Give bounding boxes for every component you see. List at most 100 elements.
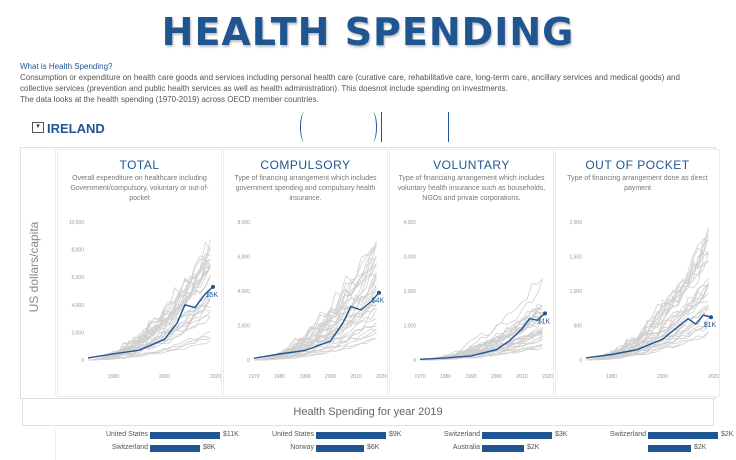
bar[interactable] [648,432,718,439]
y-tick-label: 2,000 [237,324,250,330]
x-tick-label: 1980 [606,374,617,380]
chart-total[interactable]: 0 2,000 4,000 6,000 8,000 10,000 1980 2000 2020 $… [58,150,221,396]
x-tick-label: 2010 [516,374,527,380]
bar-value: $3K [555,431,568,438]
bar-row[interactable]: $2K [555,443,718,453]
x-tick-label: 1980 [274,374,285,380]
background-series-line [98,315,211,360]
y-axis-label: US dollars/capita [27,221,41,313]
background-series-line [259,304,377,361]
background-series-line [596,284,709,360]
bar-country: Australia [452,444,480,451]
background-series-line [92,267,211,361]
panel-out-of-pocket: OUT OF POCKET Type of financing arrangem… [555,149,720,397]
x-tick-label: 2020 [210,374,221,380]
highlight-value-label: $1K [704,322,717,329]
y-tick-label: 1,500 [569,255,582,261]
chart-voluntary[interactable]: 0 1,000 2,000 3,000 4,000 1970 1980 1990 2000 201… [390,150,553,396]
x-tick-label: 1970 [414,374,425,380]
panel-title: TOTAL [119,158,160,172]
bar-value: $8K [203,444,216,451]
y-axis-label-cell [22,149,56,395]
x-tick-label: 2020 [376,374,387,380]
bar[interactable] [150,432,220,439]
panel-description: Overall expenditure on healthcare includ… [70,175,209,202]
background-series-line [87,335,211,361]
divider-line [381,112,382,142]
background-series-line [435,280,543,359]
bottom-left-cell [22,430,56,460]
bar-value: $2K [527,444,540,451]
bar-row[interactable]: Switzerland $2K [555,430,733,440]
toggle-bracket-left [300,112,309,142]
x-tick-label: 1980 [108,374,119,380]
panel-title: VOLUNTARY [433,158,510,172]
panel-title: OUT OF POCKET [585,158,690,172]
y-tick-label: 2,000 [403,289,416,295]
background-series-line [264,280,377,360]
bar-row[interactable]: United States $9K [223,430,401,440]
intro-line-2: collective services (prevention and publ… [20,84,508,93]
panel-description: Type of financiang arrangement which inc… [397,175,546,202]
highlight-end-point [211,284,215,289]
panel-title: COMPULSORY [260,158,351,172]
background-series-line [264,332,377,361]
panel-description: Type of financing arrangement done as di… [567,175,708,192]
y-tick-label: 8,000 [71,248,84,254]
bar-row[interactable]: United States $11K [57,430,239,440]
bar-row[interactable]: Switzerland $8K [57,443,220,453]
panel-total: TOTAL Overall expenditure on healthcare … [57,149,222,397]
bar[interactable] [316,432,386,439]
y-tick-label: 0 [81,358,84,364]
country-filter[interactable]: IRELAND [47,121,105,136]
x-tick-label: 1990 [299,374,310,380]
chart-out-of-pocket[interactable]: 0 500 1,000 1,500 2,000 1980 2000 2020 $1K [556,150,719,396]
bar-row[interactable]: Norway $6K [223,443,386,453]
x-tick-label: 2000 [657,374,668,380]
background-series-line [601,283,709,359]
x-tick-label: 2020 [542,374,553,380]
highlight-series-line [419,312,546,360]
bar[interactable] [482,432,552,439]
x-tick-label: 2000 [159,374,170,380]
x-tick-label: 2020 [708,374,719,380]
bar-country: Switzerland [443,431,480,438]
highlight-value-label: $5K [206,292,219,299]
highlight-series-line [253,292,380,359]
bar-country: United States [105,431,148,438]
y-tick-label: 4,000 [237,289,250,295]
background-series-line [601,236,709,359]
page-title: HEALTH SPENDING [161,10,575,54]
background-series-line [87,263,211,361]
x-tick-label: 1990 [465,374,476,380]
background-series-line [103,340,211,360]
bar[interactable] [482,445,524,452]
divider-line [448,112,449,142]
y-tick-label: 4,000 [403,220,416,226]
background-series-line [264,303,377,361]
bar-country: Switzerland [111,444,148,451]
background-series-line [253,274,377,361]
background-series-line [601,312,709,360]
intro-question: What is Health Spending? [20,62,113,71]
bar-row[interactable]: Switzerland $3K [389,430,567,440]
y-tick-label: 0 [579,358,582,364]
y-tick-label: 0 [413,358,416,364]
x-tick-label: 2010 [350,374,361,380]
x-tick-label: 2000 [491,374,502,380]
bar-country: Switzerland [609,431,646,438]
highlight-series-line [585,314,712,359]
y-tick-label: 0 [247,358,250,364]
bar[interactable] [316,445,364,452]
bar[interactable] [150,445,200,452]
y-tick-label: 1,000 [403,324,416,330]
panel-compulsory: COMPULSORY Type of financing arrangement… [223,149,388,397]
background-series-line [87,291,211,361]
x-tick-label: 2000 [325,374,336,380]
chart-compulsory[interactable]: 0 2,000 4,000 6,000 8,000 1970 1980 1990 2000 201… [224,150,387,396]
y-tick-label: 6,000 [71,275,84,281]
chevron-down-icon[interactable]: ▾ [32,122,44,133]
background-series-line [103,241,211,358]
bar[interactable] [648,445,691,452]
bar-row[interactable]: Australia $2K [389,443,552,453]
